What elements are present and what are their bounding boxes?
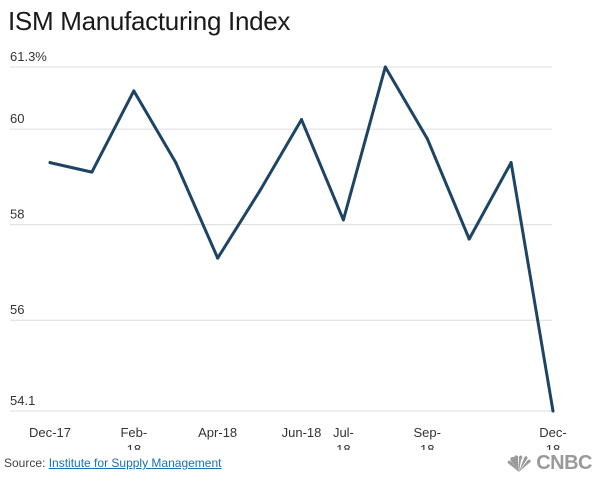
x-tick-line: 18 — [546, 442, 560, 450]
y-tick-label: 56 — [10, 302, 24, 317]
logo-text: CNBC — [536, 452, 592, 474]
data-point — [509, 161, 513, 165]
data-point — [551, 409, 555, 413]
x-tick-line: 18 — [127, 442, 141, 450]
x-tick-line: Jun-18 — [282, 425, 322, 440]
data-point — [300, 118, 303, 122]
data-point — [258, 189, 262, 193]
x-tick-line: Jul- — [333, 425, 354, 440]
y-tick-label: 58 — [10, 207, 24, 222]
y-tick-label: 61.3% — [10, 49, 47, 64]
x-tick-label: Apr-18 — [198, 425, 237, 440]
x-tick-line: 18 — [336, 442, 350, 450]
x-tick-line: Dec-17 — [29, 425, 71, 440]
data-point — [425, 137, 429, 141]
x-tick-line: Sep- — [414, 425, 441, 440]
y-tick-label: 60 — [10, 111, 24, 126]
data-point — [341, 218, 345, 222]
source-line: Source: Institute for Supply Management — [4, 456, 221, 470]
x-tick-line: 18 — [420, 442, 434, 450]
data-point — [132, 89, 136, 93]
data-point — [174, 161, 178, 165]
x-tick-label: Jun-18 — [282, 425, 322, 440]
y-tick-label: 54.1 — [10, 393, 35, 408]
source-label: Source: — [4, 456, 46, 470]
source-link[interactable]: Institute for Supply Management — [48, 456, 222, 470]
data-point — [383, 65, 387, 69]
data-point — [467, 237, 471, 241]
line-chart: 61.3% 60 58 56 54.1 Dec-17 Feb- 18 Apr-18 Jun-18… — [10, 49, 567, 450]
data-point — [90, 170, 94, 174]
x-tick-label: Sep- 18 — [414, 425, 441, 450]
x-tick-label: Jul- 18 — [333, 425, 354, 450]
x-tick-line: Apr-18 — [198, 425, 237, 440]
x-tick-line: Feb- — [120, 425, 147, 440]
chart-title: ISM Manufacturing Index — [8, 6, 291, 36]
x-tick-label: Dec- 18 — [539, 425, 566, 450]
data-points — [48, 65, 555, 413]
data-point — [216, 256, 220, 260]
x-tick-label: Feb- 18 — [120, 425, 147, 450]
x-tick-line: Dec- — [539, 425, 566, 440]
data-point — [48, 161, 52, 165]
cnbc-logo: CNBC — [506, 452, 592, 475]
y-axis-ticks: 61.3% 60 58 56 54.1 — [10, 49, 47, 408]
x-tick-label: Dec-17 — [29, 425, 71, 440]
peacock-icon — [507, 454, 531, 472]
